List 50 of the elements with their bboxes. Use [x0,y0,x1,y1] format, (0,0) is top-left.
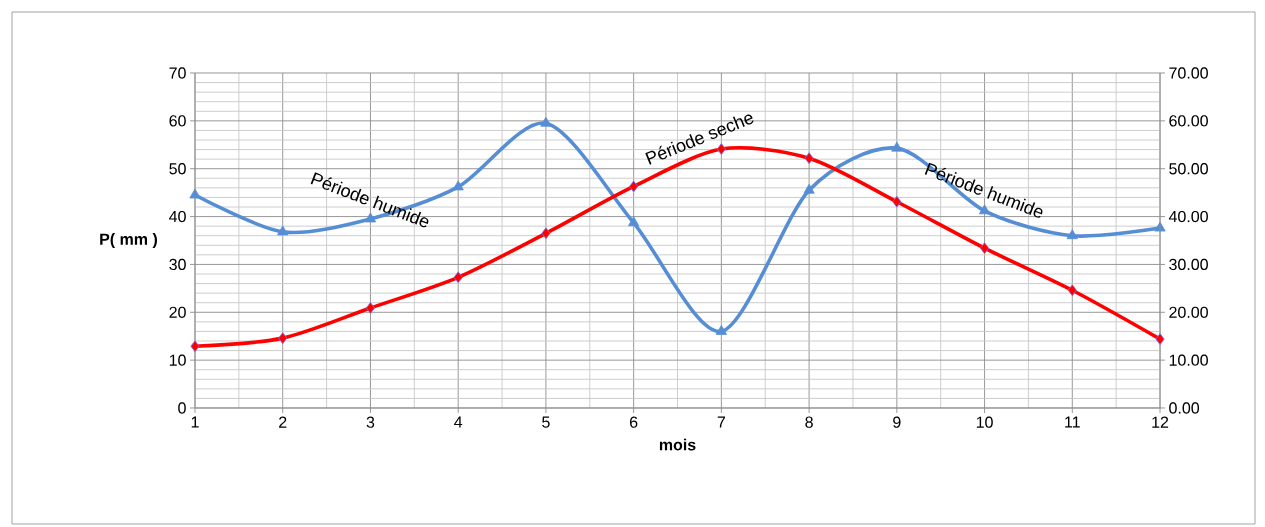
y-tick-label: 50 [169,163,186,175]
point [1066,229,1078,240]
point [716,143,726,155]
point [277,225,289,236]
x-tick-label: 5 [542,416,550,428]
x-tick-label: 7 [717,416,726,428]
point [189,188,201,199]
x-tick-label: 4 [454,416,463,428]
x-axis-title: mois [659,438,696,451]
y2-tick-label: 0.00 [1169,402,1200,414]
point [891,141,903,152]
point [541,227,551,240]
y-tick-label: 70 [169,67,186,79]
x-tick-label: 9 [893,416,901,428]
point [1067,284,1077,297]
y2-tick-label: 50.00 [1169,163,1208,175]
x-tick-label: 12 [1152,416,1169,428]
y-axis-title: P( mm ) [100,233,157,248]
point [1155,333,1165,345]
y-tick-label: 20 [169,306,186,318]
x-tick-label: 2 [279,416,287,428]
y2-tick-label: 70.00 [1169,67,1208,79]
point [892,195,902,208]
y-tick-label: 10 [169,354,186,366]
x-tick-label: 8 [805,416,813,428]
y-tick-label: 40 [169,210,186,223]
point [365,302,375,314]
point [628,216,640,227]
point [803,183,815,194]
point [453,271,463,284]
x-tick-label: 6 [630,416,638,428]
point [190,340,200,353]
point [804,152,814,165]
y2-tick-label: 60.00 [1169,115,1208,127]
x-tick-label: 3 [366,416,375,428]
y2-tick-label: 30.00 [1169,258,1208,271]
y-tick-label: 60 [169,115,186,127]
x-tick-label: 11 [1065,416,1080,428]
point [540,116,552,127]
y2-tick-label: 40.00 [1168,210,1208,223]
y-tick-label: 0 [178,402,186,414]
point [629,180,639,193]
y2-tick-label: 10.00 [1169,354,1208,366]
x-tick-label: 1 [191,416,199,428]
y2-tick-label: 20.00 [1169,306,1208,318]
point [278,332,288,345]
y-tick-label: 30 [169,258,186,271]
point [980,242,990,255]
x-tick-label: 10 [976,416,993,428]
point [715,325,727,335]
